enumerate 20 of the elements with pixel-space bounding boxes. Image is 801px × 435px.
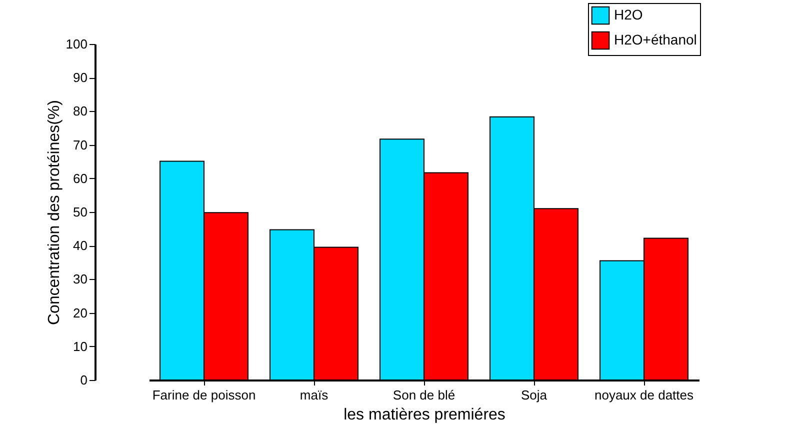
y-tick-label: 40 <box>73 238 88 254</box>
y-tick-label: 20 <box>73 305 88 320</box>
x-tick-label: noyaux de dattes <box>594 388 694 402</box>
x-tick-label: Son de blé <box>392 388 456 402</box>
x-tick-label: Soja <box>520 388 548 402</box>
legend-label: H2O+éthanol <box>614 32 697 48</box>
y-tick-label: 50 <box>73 204 88 220</box>
y-tick-label: 100 <box>66 36 88 52</box>
y-tick-label: 80 <box>73 104 88 119</box>
y-tick-label: 90 <box>73 70 88 86</box>
y-tick-label: 30 <box>73 272 88 287</box>
y-tick-label: 10 <box>73 338 88 354</box>
x-axis-title: les matières premiéres <box>344 406 506 424</box>
y-tick-label: 70 <box>73 137 88 152</box>
y-axis-title: Concentration des protéines(%) <box>46 100 63 326</box>
x-tick-label: maïs <box>300 388 329 402</box>
x-tick-label: Farine de poisson <box>152 388 256 402</box>
legend-label: H2O <box>614 6 643 22</box>
y-tick-label: 60 <box>73 170 88 186</box>
y-tick-label: 0 <box>80 372 88 388</box>
